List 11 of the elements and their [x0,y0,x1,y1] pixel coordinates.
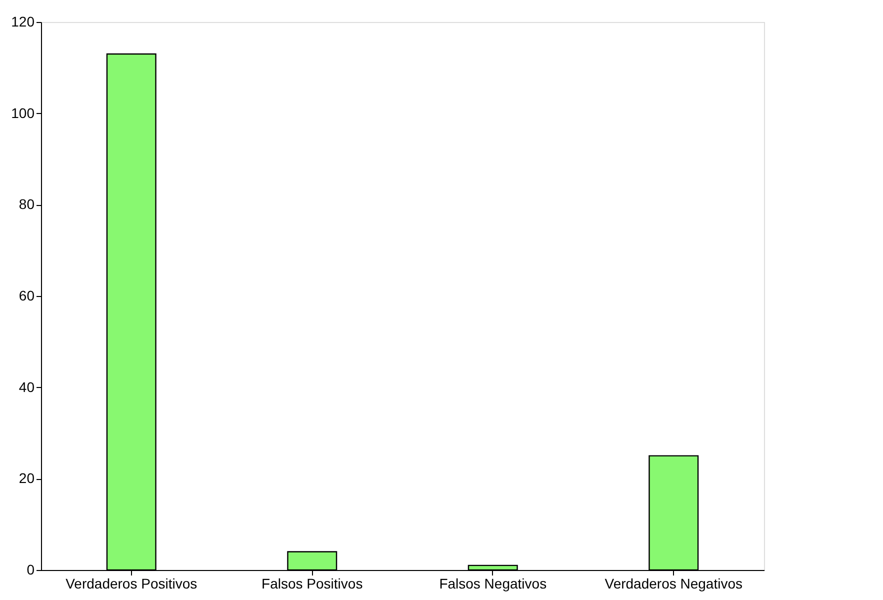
x-tick-label: Verdaderos Positivos [66,576,198,592]
x-tick-label: Falsos Positivos [262,576,363,592]
x-tick-label: Falsos Negativos [439,576,547,592]
y-tick-label: 20 [18,470,35,486]
y-tick-label: 80 [18,196,35,212]
y-tick-label: 40 [18,378,35,395]
y-tick-label: 100 [11,104,35,121]
y-tick-label: 0 [26,562,35,578]
x-tick-label: Verdaderos Negativos [604,576,743,592]
y-tick-label: 120 [11,14,35,30]
y-tick-label: 60 [18,288,35,304]
